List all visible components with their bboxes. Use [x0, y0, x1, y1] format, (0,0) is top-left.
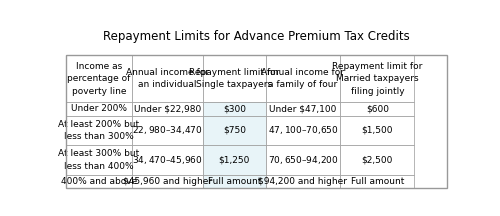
- Bar: [266, 102, 340, 116]
- Text: $2,500: $2,500: [362, 155, 393, 164]
- Bar: [132, 102, 203, 116]
- Text: $70,650 – $94,200: $70,650 – $94,200: [268, 154, 338, 166]
- Text: $1,250: $1,250: [218, 155, 250, 164]
- Bar: [203, 145, 266, 175]
- Text: Under $22,980: Under $22,980: [134, 104, 201, 113]
- Text: $47,100 – $70,650: $47,100 – $70,650: [268, 124, 338, 136]
- Text: Annual income for
an individual: Annual income for an individual: [126, 68, 209, 89]
- Bar: [66, 116, 132, 145]
- Text: Annual income for
a family of four: Annual income for a family of four: [262, 68, 344, 89]
- Bar: [203, 102, 266, 116]
- Text: $22,980 – $34,470: $22,980 – $34,470: [132, 124, 203, 136]
- Bar: [203, 175, 266, 188]
- Text: $600: $600: [366, 104, 389, 113]
- Bar: [340, 175, 414, 188]
- Bar: [66, 175, 132, 188]
- Bar: [203, 116, 266, 145]
- Bar: [340, 116, 414, 145]
- Text: $750: $750: [223, 126, 246, 135]
- Text: At least 200% but
less than 300%: At least 200% but less than 300%: [58, 119, 140, 141]
- Text: Under 200%: Under 200%: [71, 104, 127, 113]
- Bar: [203, 55, 266, 102]
- Bar: [66, 102, 132, 116]
- Bar: [266, 116, 340, 145]
- Bar: [266, 55, 340, 102]
- Text: 400% and above: 400% and above: [61, 177, 137, 186]
- Text: Repayment limit for
Single taxpayers: Repayment limit for Single taxpayers: [189, 68, 280, 89]
- Text: Under $47,100: Under $47,100: [270, 104, 336, 113]
- Bar: [132, 116, 203, 145]
- Bar: [340, 145, 414, 175]
- Bar: [66, 145, 132, 175]
- Bar: [340, 102, 414, 116]
- Text: $45,960 and higher: $45,960 and higher: [123, 177, 212, 186]
- Text: At least 300% but
less than 400%: At least 300% but less than 400%: [58, 149, 140, 171]
- Text: $34,470 – $45,960: $34,470 – $45,960: [132, 154, 203, 166]
- Bar: [66, 55, 132, 102]
- Text: Full amount: Full amount: [350, 177, 404, 186]
- Text: Repayment limit for
Married taxpayers
filing jointly: Repayment limit for Married taxpayers fi…: [332, 62, 422, 95]
- Bar: [266, 175, 340, 188]
- Bar: [340, 55, 414, 102]
- Bar: [132, 55, 203, 102]
- Bar: [132, 175, 203, 188]
- Text: Full amount: Full amount: [208, 177, 261, 186]
- Text: Income as
percentage of
poverty line: Income as percentage of poverty line: [68, 62, 130, 95]
- Text: $300: $300: [223, 104, 246, 113]
- Bar: [66, 55, 447, 188]
- Text: $94,200 and higher: $94,200 and higher: [258, 177, 348, 186]
- Bar: [132, 145, 203, 175]
- Text: Repayment Limits for Advance Premium Tax Credits: Repayment Limits for Advance Premium Tax…: [103, 30, 410, 43]
- Bar: [266, 145, 340, 175]
- Text: $1,500: $1,500: [362, 126, 393, 135]
